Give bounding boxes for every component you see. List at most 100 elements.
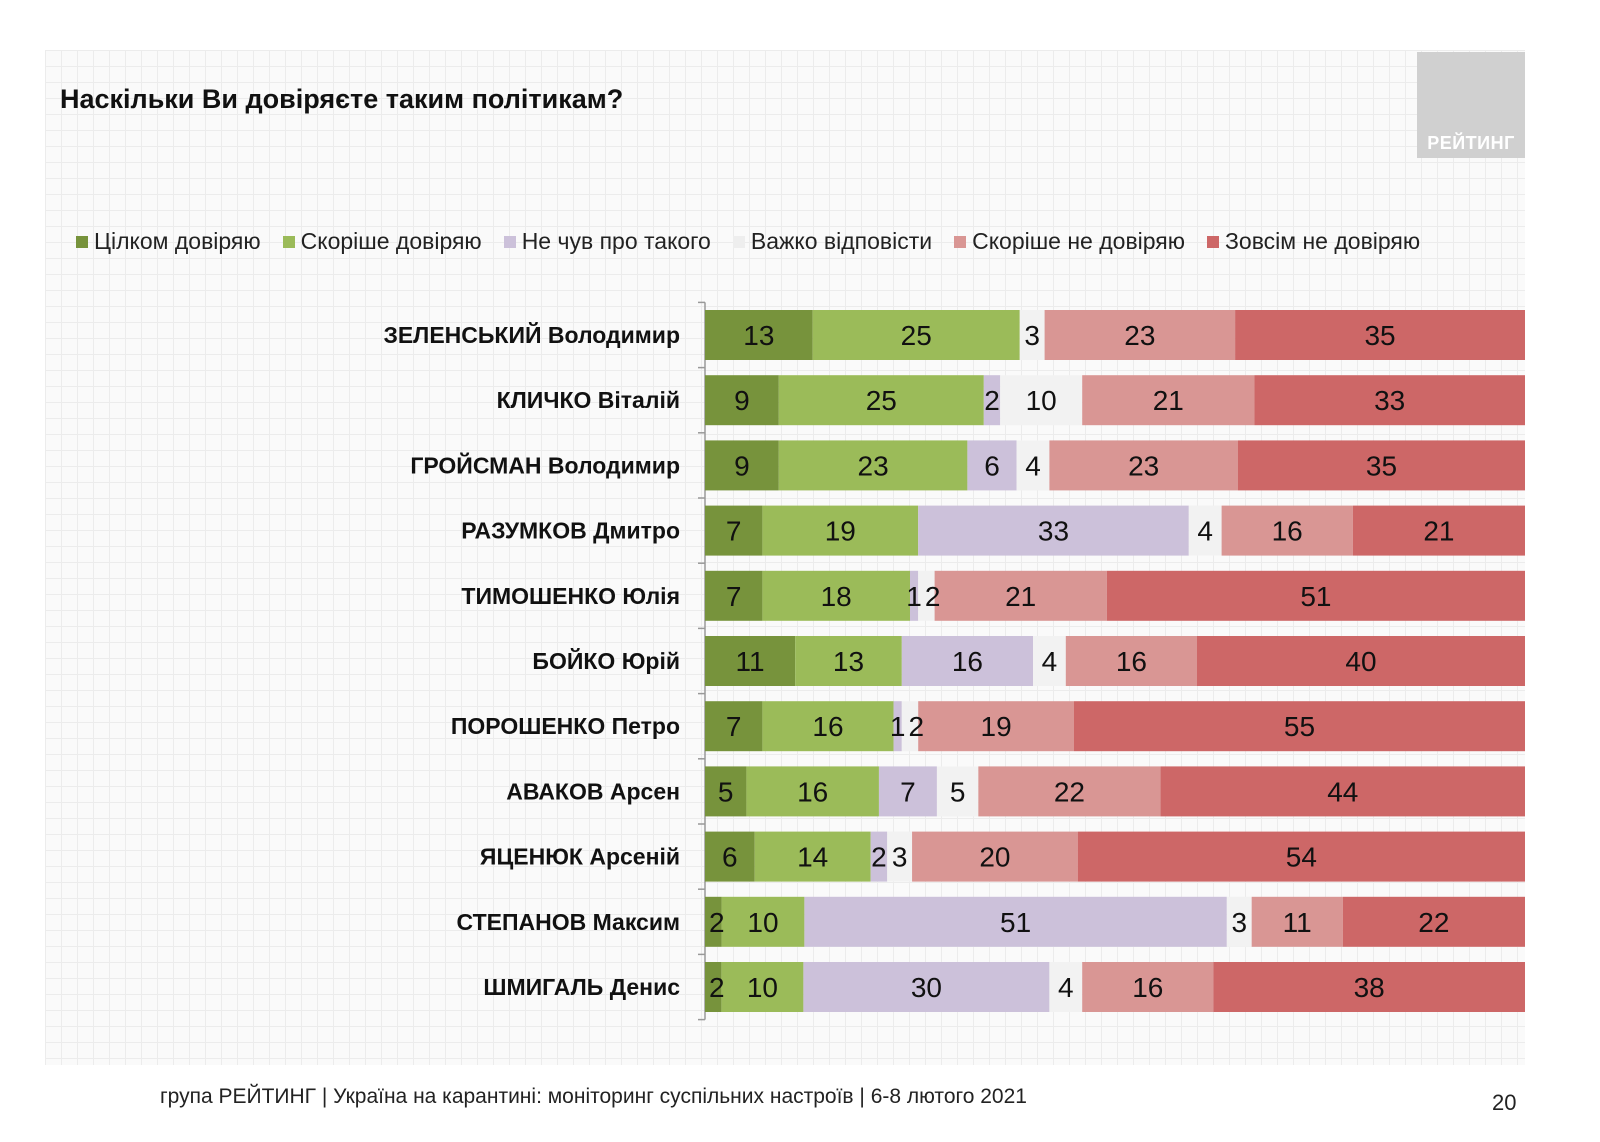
legend-swatch	[954, 235, 967, 248]
bar-segment	[778, 375, 984, 426]
bar-segment	[1082, 375, 1255, 426]
bar-segment	[705, 505, 763, 556]
data-label: 14	[797, 842, 828, 873]
category-label: ЗЕЛЕНСЬКИЙ Володимир	[383, 321, 680, 348]
bar-segment	[705, 375, 779, 426]
data-label: 25	[901, 320, 932, 351]
legend-swatch	[1207, 235, 1220, 248]
data-label: 16	[1116, 646, 1147, 677]
legend-label: Зовсім не довіряю	[1225, 228, 1421, 254]
data-label: 5	[950, 776, 966, 807]
category-label: ТИМОШЕНКО Юлія	[461, 583, 680, 609]
data-label: 11	[736, 646, 765, 677]
data-label: 2	[908, 711, 924, 742]
data-label: 35	[1364, 320, 1395, 351]
data-label: 6	[984, 450, 1000, 481]
data-label: 40	[1345, 646, 1376, 677]
bar-segment	[705, 962, 722, 1012]
data-label: 44	[1327, 776, 1358, 807]
data-label: 19	[825, 516, 856, 547]
legend-item: Не чув про такого	[503, 228, 711, 255]
bar-segment	[754, 831, 871, 882]
data-label: 20	[979, 842, 1010, 873]
category-label: РАЗУМКОВ Дмитро	[461, 518, 680, 544]
bar-segment	[705, 831, 755, 882]
bar-segment	[1188, 505, 1222, 556]
bar-segment	[705, 636, 796, 686]
legend-swatch	[503, 235, 516, 248]
bar-segment	[1082, 962, 1214, 1012]
bar-segment	[1106, 570, 1525, 621]
data-label: 25	[866, 385, 897, 416]
data-label: 4	[1025, 450, 1041, 481]
legend-label: Не чув про такого	[521, 228, 711, 254]
bar-segment	[1160, 766, 1525, 817]
category-label: ШМИГАЛЬ Денис	[483, 974, 680, 1000]
data-label: 23	[1124, 320, 1155, 351]
data-label: 23	[858, 450, 889, 481]
bar-segment	[918, 570, 935, 621]
legend-label: Скоріше не довіряю	[972, 228, 1186, 254]
category-label: АВАКОВ Арсен	[506, 778, 680, 804]
data-label: 38	[1354, 972, 1385, 1003]
legend-swatch	[76, 235, 88, 248]
bar-segment	[1213, 962, 1525, 1012]
data-label: 21	[1005, 581, 1036, 612]
bar-segment	[705, 766, 747, 817]
footer: група РЕЙТИНГ | Україна на карантині: мо…	[160, 1085, 1027, 1108]
data-label: 51	[1000, 907, 1031, 938]
bar-segment	[705, 310, 813, 360]
bar-segment	[1049, 962, 1083, 1012]
bar-segment	[705, 570, 763, 621]
data-label: 9	[734, 450, 750, 481]
data-label: 2	[925, 581, 941, 612]
data-label: 10	[1026, 385, 1057, 416]
bar-segment	[705, 440, 779, 491]
data-label: 16	[812, 711, 843, 742]
data-label: 33	[1374, 385, 1405, 416]
bar-segment	[1044, 310, 1236, 360]
data-label: 11	[1283, 907, 1312, 938]
bar-segment	[978, 766, 1161, 817]
data-label: 21	[1153, 385, 1184, 416]
bar-segment	[705, 701, 763, 752]
bar-segment	[1016, 440, 1050, 491]
data-label: 33	[1038, 516, 1069, 547]
bar-segment	[803, 962, 1050, 1012]
data-label: 19	[981, 711, 1012, 742]
data-label: 22	[1418, 907, 1449, 938]
bar-segment	[870, 831, 888, 882]
data-label: 22	[1054, 776, 1085, 807]
data-label: 9	[734, 385, 750, 416]
category-label: СТЕПАНОВ Максим	[457, 909, 680, 935]
bar-segment	[721, 962, 804, 1012]
bar-segment	[918, 505, 1189, 556]
data-label: 7	[726, 516, 742, 547]
rating-logo: РЕЙТИНГ	[1417, 52, 1525, 158]
data-label: 4	[1042, 646, 1058, 677]
legend-item: Скоріше довіряю	[282, 228, 482, 255]
data-label: 5	[718, 776, 734, 807]
legend-item: Скоріше не довіряю	[954, 228, 1185, 255]
bar-segment	[1235, 310, 1525, 360]
data-label: 16	[1132, 972, 1163, 1003]
legend: Цілком довіряю Скоріше довіряю Не чув про …	[76, 228, 1420, 255]
data-label: 1	[890, 711, 906, 742]
data-label: 3	[1231, 907, 1247, 938]
data-label: 6	[722, 842, 738, 873]
bar-segment	[1254, 375, 1525, 426]
bar-segment	[1077, 831, 1525, 882]
bar-segment	[912, 831, 1078, 882]
bar-segment	[936, 766, 979, 817]
bar-segment	[893, 701, 902, 752]
bar-segment	[901, 636, 1033, 686]
data-label: 51	[1300, 581, 1331, 612]
bar-segment	[983, 375, 1001, 426]
bar-segment	[934, 570, 1107, 621]
data-label: 4	[1197, 516, 1213, 547]
logo-text: РЕЙТИНГ	[1427, 133, 1515, 153]
category-label: КЛИЧКО Віталій	[497, 387, 680, 413]
legend-label: Скоріше довіряю	[300, 228, 482, 254]
data-label: 7	[900, 776, 916, 807]
